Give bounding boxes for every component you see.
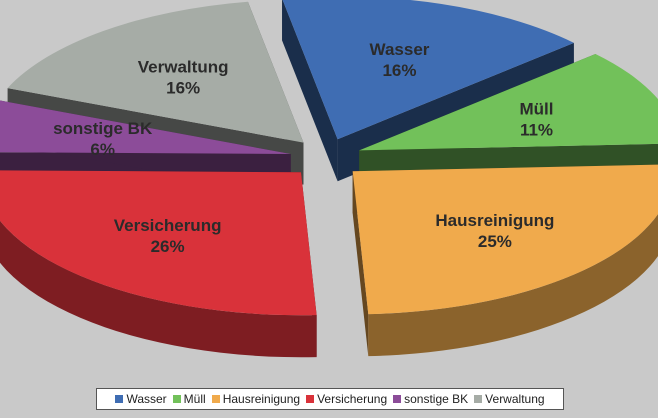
slice-face-hausreinigung [352, 171, 369, 357]
legend-swatch-hausreinigung [211, 395, 220, 403]
slice-percent-m-ll: 11% [520, 120, 553, 139]
legend-label-verwaltung: Verwaltung [485, 392, 545, 406]
legend-label-m-ll: Müll [183, 392, 206, 406]
legend-swatch-wasser [115, 395, 124, 403]
slice-label-sonstige-bk: sonstige BK [53, 119, 153, 138]
slice-percent-verwaltung: 16% [166, 79, 200, 98]
slice-versicherung [0, 170, 317, 316]
legend-swatch-verwaltung [474, 395, 483, 403]
slice-percent-sonstige-bk: 6% [90, 140, 115, 159]
slice-wasser [282, 0, 574, 140]
legend-label-versicherung: Versicherung [317, 392, 388, 406]
pie-labels: Wasser 16% Müll 11% Hausreinigung 25% Versiche… [53, 40, 554, 256]
slice-percent-wasser: 16% [382, 61, 416, 80]
legend-item-verwaltung: Verwaltung [474, 392, 545, 406]
pie-tops [0, 0, 658, 316]
legend-item-versicherung: Versicherung [306, 392, 387, 406]
slice-label-hausreinigung: Hausreinigung [435, 211, 554, 230]
slice-rim-versicherung [0, 220, 317, 358]
legend-swatch-sonstige-bk [393, 395, 402, 403]
slice-face-wasser [282, 0, 338, 182]
legend-label-wasser: Wasser [126, 392, 167, 406]
slice-rim-hausreinigung [368, 213, 658, 357]
slice-label-wasser: Wasser [370, 40, 430, 59]
slice-hausreinigung [352, 164, 658, 315]
legend-item-hausreinigung: Hausreinigung [211, 392, 301, 406]
chart-legend: Wasser Müll Hausreinigung Versicherung sonst… [96, 388, 564, 410]
slice-percent-versicherung: 26% [151, 237, 185, 256]
slice-m-ll [359, 53, 658, 151]
legend-label-sonstige-bk: sonstige BK [404, 392, 469, 406]
legend-item-sonstige-bk: sonstige BK [393, 392, 468, 406]
legend-item-m-ll: Müll [172, 392, 206, 406]
slice-sonstige-bk [0, 100, 291, 155]
legend-item-wasser: Wasser [115, 392, 167, 406]
slice-verwaltung [7, 1, 304, 143]
legend-swatch-versicherung [306, 395, 315, 403]
legend-swatch-m-ll [172, 395, 181, 403]
slice-percent-hausreinigung: 25% [478, 232, 512, 251]
slice-label-versicherung: Versicherung [114, 216, 222, 235]
pie-chart: Wasser 16% Müll 11% Hausreinigung 25% Versiche… [0, 0, 658, 358]
slice-label-verwaltung: Verwaltung [138, 58, 229, 77]
slice-label-m-ll: Müll [519, 99, 553, 118]
legend-label-hausreinigung: Hausreinigung [222, 392, 301, 406]
